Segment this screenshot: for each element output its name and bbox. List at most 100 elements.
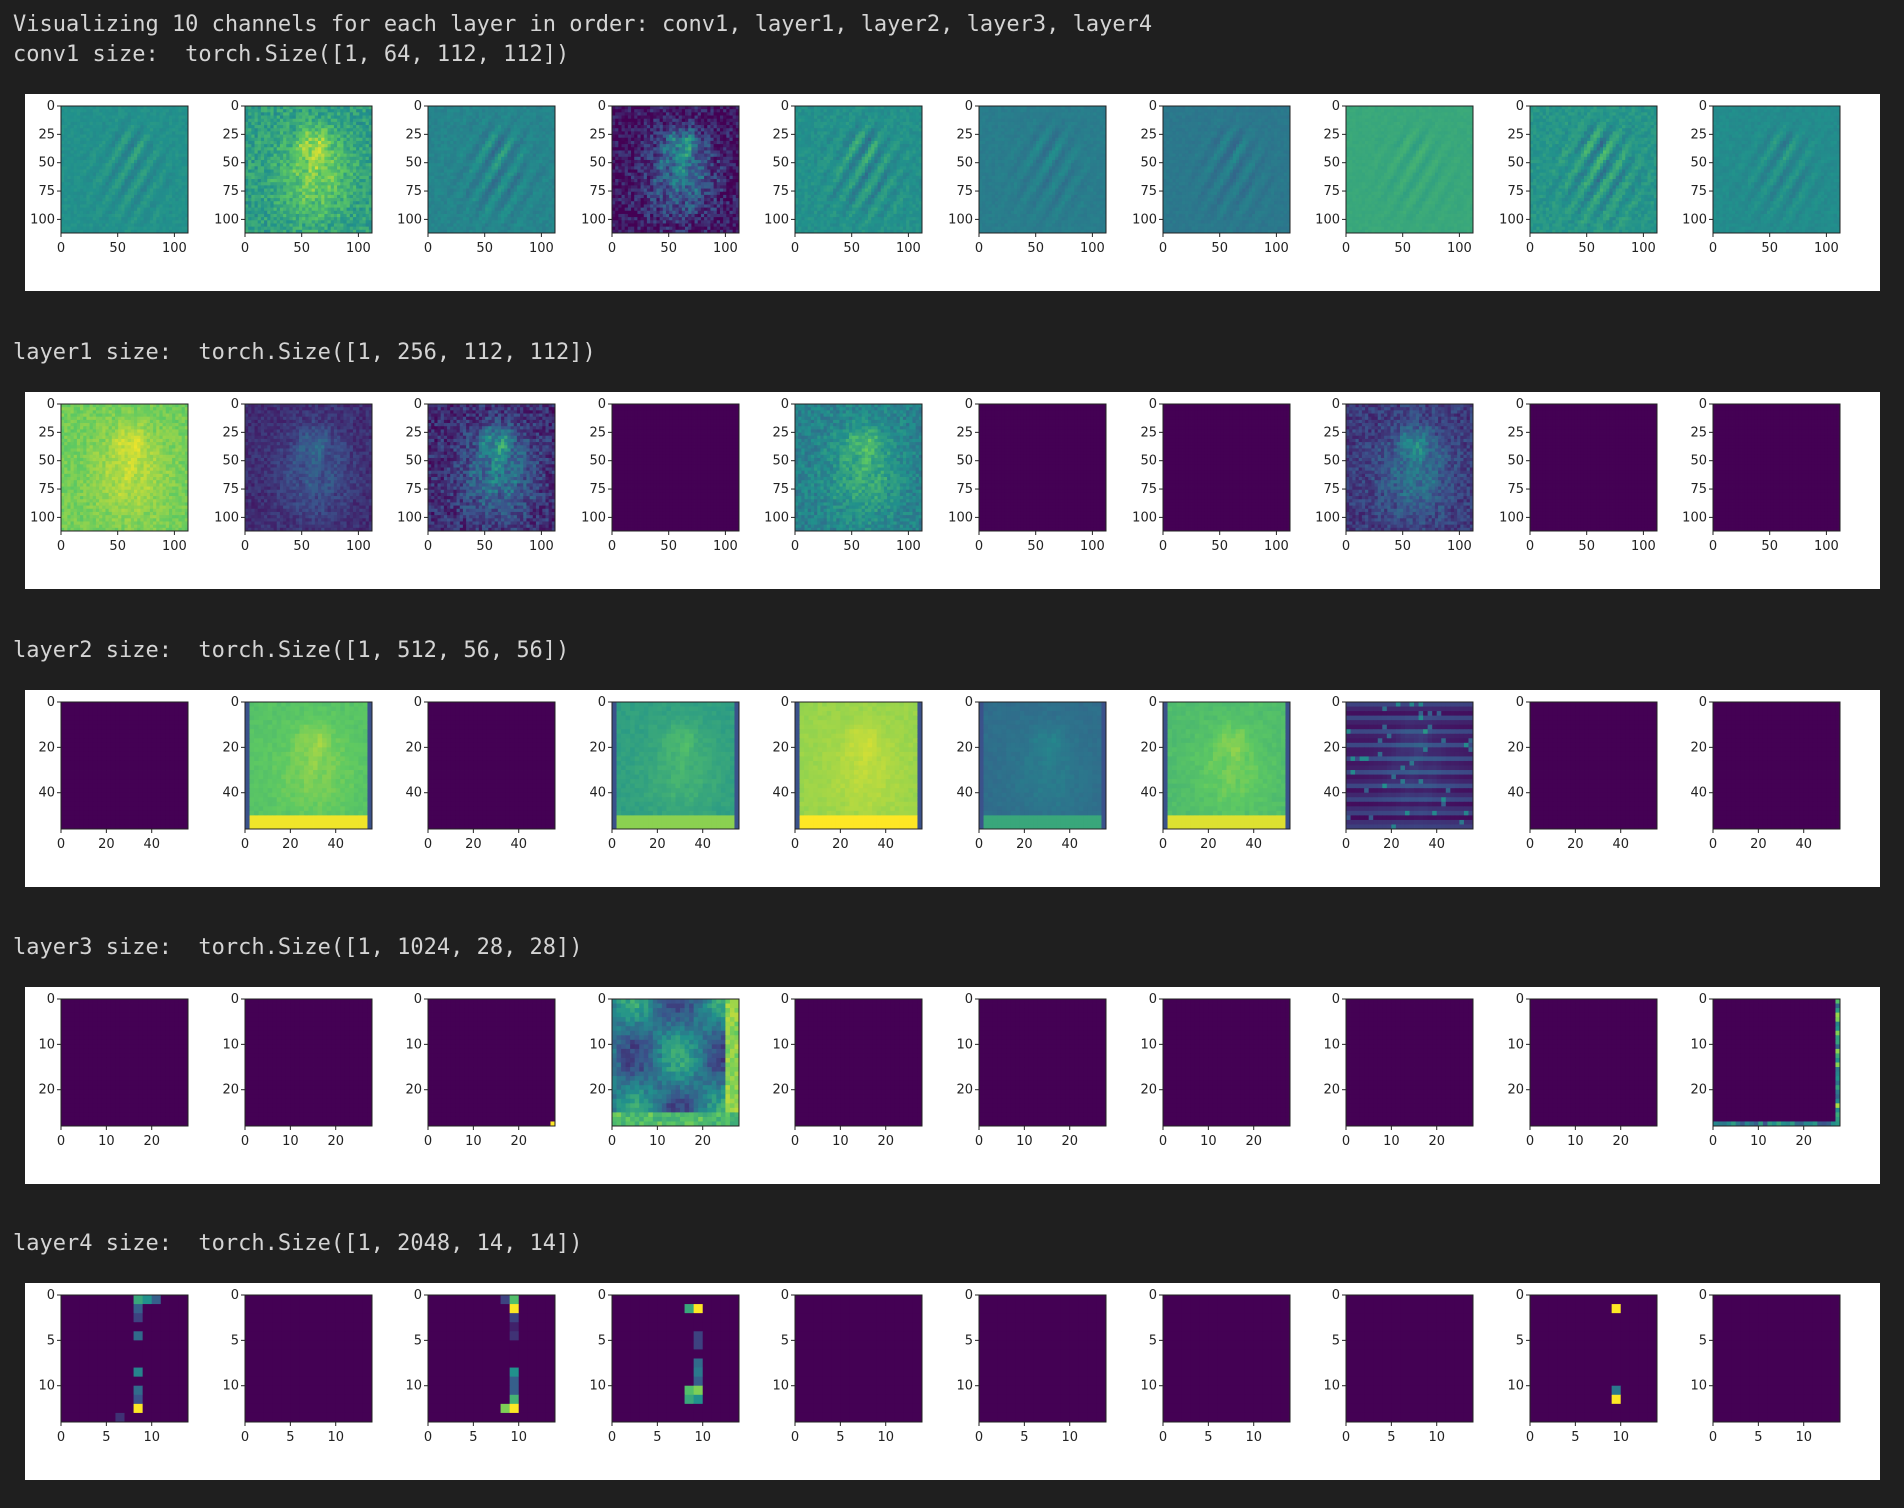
heatmap-cell (434, 128, 439, 132)
heatmap-cell (298, 131, 303, 135)
heatmap-cell (475, 125, 480, 129)
heatmap-cell (349, 220, 353, 224)
heatmap-cell (349, 125, 353, 129)
heatmap-cell (498, 169, 502, 174)
heatmap-cell (244, 125, 249, 129)
heatmap-cell (266, 118, 271, 123)
heatmap-cell (137, 137, 141, 142)
heatmap-cell (295, 137, 299, 142)
heatmap-cell (257, 204, 261, 208)
heatmap-cell (444, 213, 448, 218)
heatmap-cell (513, 159, 518, 164)
axes-frame (60, 105, 189, 234)
heatmap-cell (64, 201, 68, 205)
heatmap-cell (99, 182, 103, 186)
heatmap-cell (548, 156, 553, 161)
heatmap-cell (140, 182, 144, 186)
heatmap-cell (456, 121, 461, 126)
heatmap-cell (498, 220, 502, 224)
heatmap-cell (127, 159, 132, 164)
heatmap-cell (459, 179, 464, 183)
heatmap-cell (491, 134, 496, 139)
heatmap-cell (536, 128, 540, 132)
heatmap-cell (453, 220, 458, 224)
heatmap-cell (178, 194, 183, 199)
heatmap-cell (175, 106, 179, 110)
heatmap-cell (92, 220, 97, 224)
heatmap-cell (184, 159, 189, 164)
heatmap-cell (659, 109, 663, 113)
heatmap-cell (501, 125, 505, 129)
heatmap-cell (339, 175, 344, 180)
heatmap-cell (295, 198, 299, 202)
heatmap-cell (260, 210, 265, 215)
heatmap-cell (269, 201, 274, 205)
heatmap-cell (501, 191, 505, 196)
heatmap-cell (428, 198, 432, 202)
heatmap-cell (285, 125, 290, 129)
heatmap-cell (501, 194, 505, 199)
heatmap-cell (159, 185, 163, 189)
heatmap-cell (320, 106, 325, 110)
heatmap-cell (298, 217, 303, 221)
heatmap-cell (466, 204, 470, 208)
heatmap-cell (434, 175, 439, 180)
heatmap-cell (349, 134, 353, 139)
heatmap-cell (80, 153, 84, 158)
heatmap-cell (143, 198, 148, 202)
heatmap-cell (130, 125, 135, 129)
heatmap-cell (298, 153, 303, 158)
heatmap-cell (86, 125, 90, 129)
heatmap-cell (89, 226, 94, 231)
heatmap-cell (320, 109, 325, 113)
heatmap-cell (507, 194, 512, 199)
heatmap-cell (478, 125, 483, 129)
heatmap-cell (362, 182, 366, 186)
heatmap-cell (244, 220, 249, 224)
heatmap-cell (440, 169, 445, 174)
heatmap-cell (542, 150, 547, 155)
heatmap-cell (482, 112, 486, 116)
heatmap-cell (440, 198, 445, 202)
heatmap-cell (333, 220, 338, 224)
heatmap-cell (153, 207, 157, 212)
heatmap-cell (552, 188, 556, 193)
heatmap-cell (121, 191, 125, 196)
heatmap-cell (282, 179, 287, 183)
heatmap-cell (301, 118, 306, 123)
heatmap-cell (491, 229, 496, 234)
heatmap-cell (498, 140, 502, 145)
heatmap-cell (323, 144, 328, 148)
heatmap-cell (143, 220, 148, 224)
heatmap-cell (365, 134, 369, 139)
heatmap-cell (330, 109, 334, 113)
heatmap-cell (437, 118, 442, 123)
heatmap-cell (73, 207, 78, 212)
heatmap-cell (700, 112, 705, 116)
heatmap-cell (105, 109, 110, 113)
heatmap-cell (523, 112, 528, 116)
heatmap-cell (494, 175, 499, 180)
heatmap-cell (181, 226, 186, 231)
heatmap-cell (247, 217, 252, 221)
heatmap-cell (105, 163, 110, 167)
heatmap-cell (517, 169, 521, 174)
heatmap-cell (61, 182, 65, 186)
heatmap-cell (250, 210, 255, 215)
heatmap-cell (498, 229, 502, 234)
heatmap-cell (529, 175, 534, 180)
heatmap-cell (102, 156, 106, 161)
heatmap-cell (244, 106, 249, 110)
heatmap-cell (159, 204, 163, 208)
heatmap-cell (254, 131, 258, 135)
heatmap-cell (184, 115, 189, 120)
heatmap-cell (124, 144, 129, 148)
heatmap-cell (146, 217, 151, 221)
heatmap-cell (437, 185, 442, 189)
heatmap-cell (463, 201, 467, 205)
heatmap-cell (149, 188, 154, 193)
heatmap-cell (355, 109, 360, 113)
heatmap-cell (333, 207, 338, 212)
heatmap-cell (175, 159, 179, 164)
heatmap-cell (247, 140, 252, 145)
